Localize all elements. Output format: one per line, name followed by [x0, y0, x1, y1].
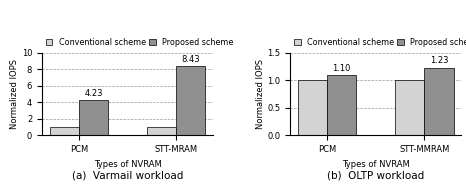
Bar [425, 67, 453, 135]
Bar [147, 127, 176, 135]
Legend: Conventional scheme, Proposed scheme: Conventional scheme, Proposed scheme [294, 38, 466, 47]
Bar [50, 127, 79, 135]
X-axis label: Types of NVRAM: Types of NVRAM [342, 160, 410, 169]
Y-axis label: Normalized IOPS: Normalized IOPS [255, 59, 265, 129]
Bar [79, 100, 108, 135]
X-axis label: Types of NVRAM: Types of NVRAM [94, 160, 161, 169]
Text: (b)  OLTP workload: (b) OLTP workload [327, 171, 425, 180]
Bar [298, 80, 327, 135]
Bar [395, 80, 425, 135]
Text: 1.23: 1.23 [430, 56, 448, 65]
Bar [327, 75, 356, 135]
Text: 1.10: 1.10 [333, 64, 351, 73]
Text: 8.43: 8.43 [181, 55, 200, 64]
Y-axis label: Normalized IOPS: Normalized IOPS [10, 59, 19, 129]
Legend: Conventional scheme, Proposed scheme: Conventional scheme, Proposed scheme [46, 38, 233, 47]
Bar [176, 66, 206, 135]
Text: (a)  Varmail workload: (a) Varmail workload [72, 171, 183, 180]
Text: 4.23: 4.23 [84, 89, 103, 98]
